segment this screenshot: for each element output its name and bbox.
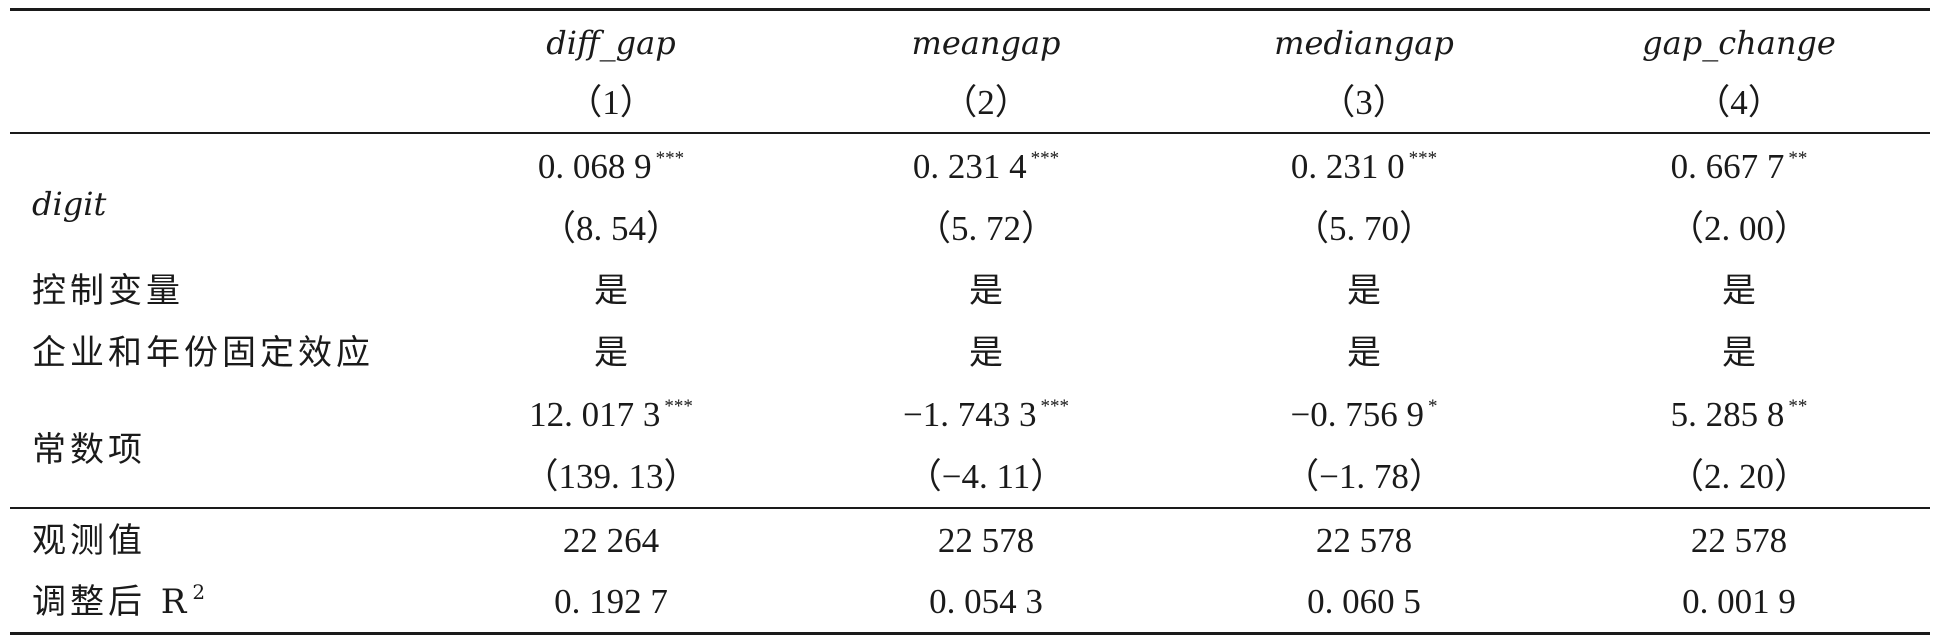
column-header-1: diff_gap	[546, 24, 676, 62]
column-header-2: meangap	[911, 24, 1061, 62]
constant-coef-4: 5. 285 8 **	[1593, 384, 1885, 446]
digit-coef-3: 0. 231 0 ***	[1218, 136, 1510, 198]
fixed-effects-value-1: 是	[594, 333, 628, 373]
coef-value: 0. 667 7	[1670, 147, 1785, 186]
constant-tstat-1: （139. 13）	[523, 457, 699, 496]
fixed-effects-value-2: 是	[969, 333, 1003, 373]
coef-value: 0. 068 9	[537, 147, 652, 186]
digit-coef-1: 0. 068 9 ***	[465, 136, 757, 198]
row-label-digit: digit	[32, 185, 107, 223]
digit-tstat-2: （5. 72）	[915, 209, 1056, 248]
digit-tstat-1: （8. 54）	[540, 209, 681, 248]
adj-r2-value-2: 0. 054 3	[929, 582, 1043, 621]
superscript-2: 2	[192, 580, 210, 604]
significance-stars: ***	[664, 396, 693, 417]
observations-value-4: 22 578	[1690, 521, 1788, 560]
controls-value-2: 是	[969, 271, 1003, 311]
significance-stars: *	[1428, 396, 1438, 417]
column-header-4: gap_change	[1642, 24, 1836, 62]
adj-r2-label-text: 调整后 R	[32, 582, 191, 622]
coef-value: 12. 017 3	[529, 395, 661, 434]
fixed-effects-value-4: 是	[1722, 333, 1756, 373]
column-number-3: （3）	[1320, 83, 1408, 122]
bottom-rule	[10, 632, 1930, 635]
significance-stars: ***	[1408, 148, 1438, 169]
column-number-2: （2）	[942, 83, 1030, 122]
digit-coef-2: 0. 231 4 ***	[840, 136, 1132, 198]
adj-r2-value-1: 0. 192 7	[554, 582, 668, 621]
observations-value-2: 22 578	[937, 521, 1035, 560]
observations-value-3: 22 578	[1315, 521, 1413, 560]
column-header-3: mediangap	[1274, 24, 1454, 62]
significance-stars: ***	[1040, 396, 1070, 417]
coef-value: −1. 743 3	[903, 395, 1037, 434]
controls-value-1: 是	[594, 271, 628, 311]
row-label-observations: 观测值	[32, 521, 146, 561]
digit-tstat-3: （5. 70）	[1293, 209, 1434, 248]
coef-value: 0. 231 0	[1290, 147, 1405, 186]
column-number-4: （4）	[1695, 83, 1783, 122]
top-rule	[10, 8, 1930, 11]
controls-value-4: 是	[1722, 271, 1756, 311]
significance-stars: ***	[655, 148, 685, 169]
constant-tstat-2: （−4. 11）	[906, 457, 1066, 496]
coef-value: 5. 285 8	[1670, 395, 1785, 434]
constant-tstat-4: （2. 20）	[1668, 457, 1809, 496]
column-number-1: （1）	[567, 83, 655, 122]
adj-r2-value-3: 0. 060 5	[1307, 582, 1421, 621]
body-rule	[10, 507, 1930, 509]
fixed-effects-value-3: 是	[1347, 333, 1381, 373]
constant-coef-1: 12. 017 3 ***	[465, 384, 757, 446]
coef-value: −0. 756 9	[1290, 395, 1425, 434]
significance-stars: ***	[1030, 148, 1060, 169]
constant-tstat-3: （−1. 78）	[1284, 457, 1444, 496]
significance-stars: **	[1788, 148, 1808, 169]
adj-r2-value-4: 0. 001 9	[1682, 582, 1796, 621]
row-label-constant: 常数项	[32, 430, 146, 470]
significance-stars: **	[1788, 396, 1808, 417]
digit-tstat-4: （2. 00）	[1668, 209, 1809, 248]
coef-value: 0. 231 4	[912, 147, 1027, 186]
row-label-fixed-effects: 企业和年份固定效应	[32, 333, 374, 373]
row-label-controls: 控制变量	[32, 271, 184, 311]
constant-coef-3: −0. 756 9 *	[1218, 384, 1510, 446]
header-rule	[10, 132, 1930, 134]
observations-value-1: 22 264	[562, 521, 660, 560]
constant-coef-2: −1. 743 3 ***	[840, 384, 1132, 446]
digit-coef-4: 0. 667 7 **	[1593, 136, 1885, 198]
controls-value-3: 是	[1347, 271, 1381, 311]
